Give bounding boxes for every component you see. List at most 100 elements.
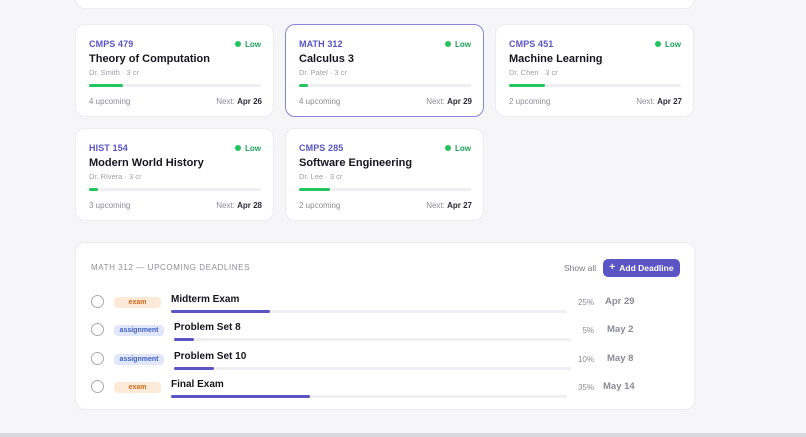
deadline-percent: 10% — [577, 355, 594, 364]
course-card[interactable]: CMPS 285 Low Software Engineering Dr. Le… — [285, 128, 484, 221]
course-progress-track — [89, 188, 261, 191]
previous-panel-edge — [75, 0, 695, 9]
risk-badge: Low — [235, 40, 261, 49]
course-progress-track — [299, 84, 471, 87]
deadline-name[interactable]: Problem Set 10 — [174, 351, 247, 362]
circle-checkbox-icon[interactable] — [91, 352, 104, 365]
course-meta: Dr. Rivera · 3 cr — [89, 172, 142, 181]
deadline-percent: 25% — [577, 298, 594, 307]
upcoming-count: 3 upcoming — [89, 201, 131, 210]
dot-icon — [445, 145, 451, 151]
course-code: MATH 312 — [299, 39, 343, 49]
course-name: Machine Learning — [509, 53, 603, 65]
upcoming-count: 2 upcoming — [299, 201, 341, 210]
risk-label: Low — [665, 39, 681, 49]
next-date: Apr 27 — [447, 201, 472, 210]
deadline-percent: 5% — [582, 326, 594, 335]
circle-checkbox-icon[interactable] — [91, 323, 104, 336]
deadline-progress-fill — [174, 338, 194, 341]
circle-checkbox-icon[interactable] — [91, 380, 104, 393]
circle-checkbox-icon[interactable] — [91, 295, 104, 308]
next-date: Apr 26 — [237, 97, 262, 106]
course-name: Calculus 3 — [299, 53, 355, 65]
course-progress-fill — [89, 188, 98, 191]
deadline-progress-track — [171, 310, 567, 313]
course-progress-fill — [509, 84, 546, 87]
risk-label: Low — [455, 143, 471, 153]
risk-badge: Low — [445, 40, 471, 49]
course-meta: Dr. Lee · 3 cr — [299, 172, 343, 181]
upcoming-count: 4 upcoming — [89, 97, 131, 106]
course-progress-track — [89, 84, 261, 87]
course-name: Software Engineering — [299, 157, 413, 169]
course-progress-fill — [299, 84, 308, 87]
deadlines-panel: MATH 312 — Upcoming Deadlines Show all +… — [75, 242, 695, 410]
deadline-name[interactable]: Midterm Exam — [171, 294, 240, 305]
course-meta: Dr. Chen · 3 cr — [509, 68, 558, 77]
next-deadline: Next: Apr 29 — [426, 97, 472, 106]
add-deadline-button[interactable]: + Add Deadline — [603, 259, 680, 277]
next-date: Apr 29 — [447, 97, 472, 106]
deadline-progress-fill — [171, 310, 270, 313]
deadline-progress-track — [171, 395, 567, 398]
risk-badge: Low — [655, 40, 681, 49]
course-card[interactable]: CMPS 451 Low Machine Learning Dr. Chen ·… — [495, 24, 694, 117]
risk-label: Low — [245, 143, 261, 153]
dot-icon — [445, 41, 451, 47]
course-meta: Dr. Smith · 3 cr — [89, 68, 140, 77]
deadline-row: assignment Problem Set 8 5% May 2 — [76, 322, 696, 350]
course-card-selected[interactable]: MATH 312 Low Calculus 3 Dr. Patel · 3 cr… — [285, 24, 484, 117]
risk-badge: Low — [445, 144, 471, 153]
next-date: Apr 28 — [237, 201, 262, 210]
course-card[interactable]: CMPS 479 Low Theory of Computation Dr. S… — [75, 24, 274, 117]
deadline-progress-track — [174, 367, 571, 370]
deadline-type-badge: exam — [114, 297, 161, 308]
deadline-type-badge: assignment — [114, 325, 164, 336]
deadline-percent: 35% — [577, 383, 594, 392]
course-progress-track — [509, 84, 681, 87]
next-deadline: Next: Apr 28 — [216, 201, 262, 210]
course-progress-fill — [299, 188, 330, 191]
risk-label: Low — [245, 39, 261, 49]
dot-icon — [235, 145, 241, 151]
dot-icon — [655, 41, 661, 47]
show-all-link[interactable]: Show all — [564, 263, 597, 273]
risk-label: Low — [455, 39, 471, 49]
next-deadline: Next: Apr 26 — [216, 97, 262, 106]
dot-icon — [235, 41, 241, 47]
deadline-row: exam Midterm Exam 25% Apr 29 — [76, 294, 696, 322]
deadline-date: May 14 — [603, 381, 635, 392]
course-name: Theory of Computation — [89, 53, 210, 65]
next-deadline: Next: Apr 27 — [636, 97, 682, 106]
course-code: HIST 154 — [89, 143, 128, 153]
course-meta: Dr. Patel · 3 cr — [299, 68, 347, 77]
deadline-name[interactable]: Problem Set 8 — [174, 322, 241, 333]
deadline-type-badge: assignment — [114, 354, 164, 365]
deadline-name[interactable]: Final Exam — [171, 379, 224, 390]
deadline-progress-track — [174, 338, 571, 341]
course-code: CMPS 479 — [89, 39, 134, 49]
course-code: CMPS 451 — [509, 39, 554, 49]
deadlines-title: MATH 312 — Upcoming Deadlines — [91, 263, 251, 272]
deadline-date: May 8 — [607, 353, 634, 364]
add-deadline-label: Add Deadline — [619, 263, 674, 273]
deadline-progress-fill — [174, 367, 214, 370]
upcoming-count: 2 upcoming — [509, 97, 551, 106]
deadline-date: May 2 — [607, 324, 634, 335]
risk-badge: Low — [235, 144, 261, 153]
course-progress-track — [299, 188, 471, 191]
bottom-divider — [0, 433, 806, 437]
upcoming-count: 4 upcoming — [299, 97, 341, 106]
deadline-date: Apr 29 — [605, 296, 635, 307]
next-date: Apr 27 — [657, 97, 682, 106]
deadline-type-badge: exam — [114, 382, 161, 393]
course-name: Modern World History — [89, 157, 204, 169]
deadline-row: exam Final Exam 35% May 14 — [76, 379, 696, 407]
next-deadline: Next: Apr 27 — [426, 201, 472, 210]
deadline-progress-fill — [171, 395, 310, 398]
course-card[interactable]: HIST 154 Low Modern World History Dr. Ri… — [75, 128, 274, 221]
deadline-row: assignment Problem Set 10 10% May 8 — [76, 351, 696, 379]
course-code: CMPS 285 — [299, 143, 344, 153]
plus-icon: + — [609, 262, 616, 273]
course-progress-fill — [89, 84, 124, 87]
